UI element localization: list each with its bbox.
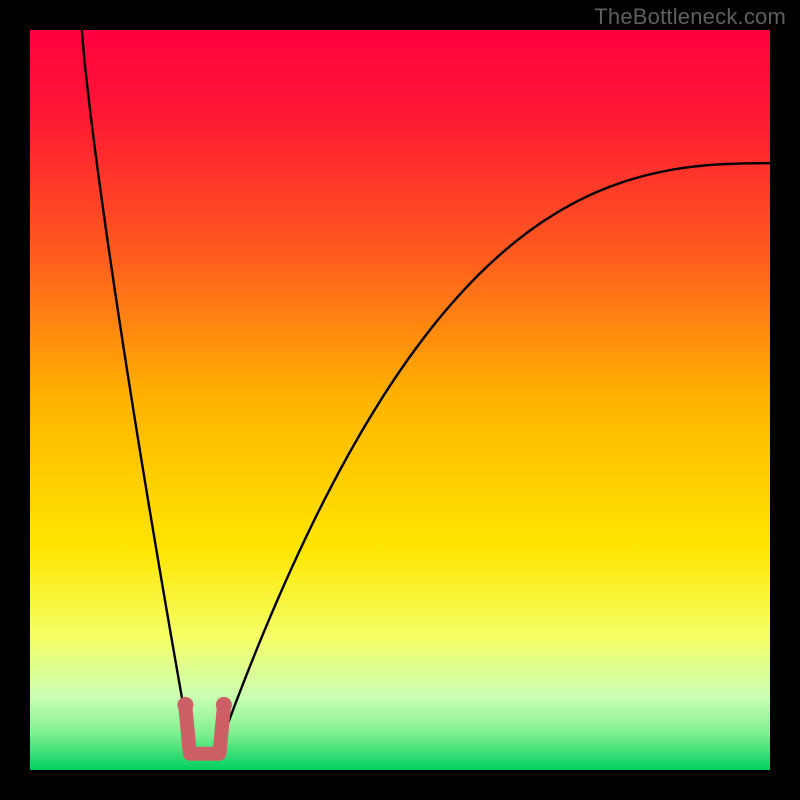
- bottleneck-chart: [0, 0, 800, 800]
- optimal-range-marker-dot-left: [177, 697, 193, 713]
- plot-background-gradient: [30, 30, 770, 770]
- chart-container: TheBottleneck.com: [0, 0, 800, 800]
- optimal-range-marker-dot-right: [216, 697, 232, 713]
- watermark-text: TheBottleneck.com: [594, 4, 786, 30]
